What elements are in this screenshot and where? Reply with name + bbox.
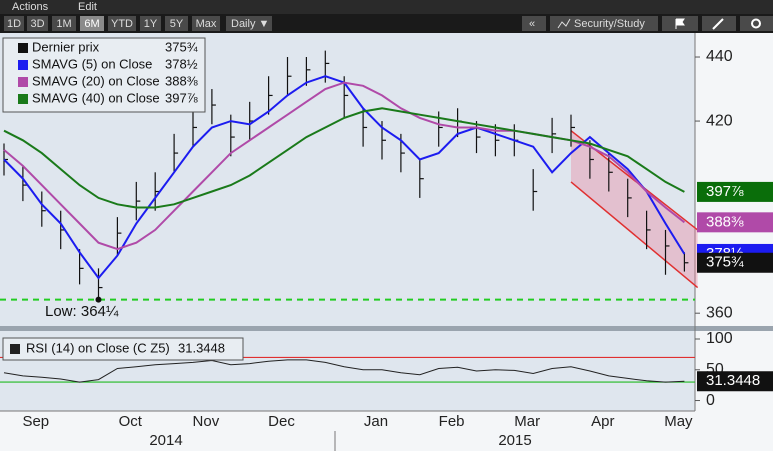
button[interactable] <box>522 16 546 31</box>
y-tick-label: 440 <box>706 48 733 65</box>
range-button[interactable] <box>140 16 161 31</box>
back-button[interactable]: « <box>529 18 535 30</box>
legend-label: SMAVG (40) on Close <box>32 90 160 105</box>
range-button[interactable] <box>192 16 220 31</box>
legend-value: 378½ <box>165 56 198 71</box>
legend <box>2 337 244 361</box>
value-box-label: 375¾ <box>706 254 744 271</box>
range-button[interactable] <box>27 16 48 31</box>
range-label[interactable]: 1D <box>7 18 21 30</box>
legend-swatch <box>18 77 28 87</box>
moving-average <box>3 107 685 209</box>
legend-swatch <box>10 344 20 354</box>
button[interactable] <box>226 16 272 31</box>
rsi-line <box>3 359 685 383</box>
x-tick-label: May <box>664 413 693 430</box>
range-button[interactable] <box>4 16 24 31</box>
x-tick-label: Feb <box>439 413 465 430</box>
study-button[interactable]: Security/Study <box>574 18 645 30</box>
x-tick-label: Nov <box>193 413 220 430</box>
x-tick-label: Dec <box>268 413 295 430</box>
legend-value: 375¾ <box>165 39 198 54</box>
range-label[interactable]: 1Y <box>144 18 158 30</box>
range-label[interactable]: YTD <box>111 18 133 30</box>
button[interactable] <box>550 16 658 31</box>
frequency[interactable]: Daily ▼ <box>231 18 269 30</box>
menu-item[interactable]: Actions <box>12 1 49 13</box>
study-icon <box>557 18 571 29</box>
legend-label: SMAVG (5) on Close <box>32 56 152 71</box>
legend-swatch <box>18 60 28 70</box>
value-box <box>697 212 773 233</box>
year-label: 2014 <box>149 432 182 449</box>
legend-swatch <box>18 94 28 104</box>
value-box-label: 388⅜ <box>706 213 744 230</box>
range-label[interactable]: 3D <box>30 18 44 30</box>
legend-value: 388⅜ <box>165 73 198 88</box>
legend-value: 31.3448 <box>178 340 225 355</box>
range-label[interactable]: 5Y <box>170 18 184 30</box>
x-tick-label: Mar <box>514 413 540 430</box>
value-box-label: 31.3448 <box>706 372 760 389</box>
menu-bar <box>0 0 773 14</box>
edit-icon <box>712 18 724 30</box>
menu-item[interactable]: Edit <box>78 1 97 13</box>
flag-icon <box>675 18 685 29</box>
legend-label: SMAVG (20) on Close <box>32 73 160 88</box>
low-label: Low: 364¼ <box>45 303 119 320</box>
range-button[interactable] <box>108 16 136 31</box>
legend-value: 397⅞ <box>165 90 198 105</box>
range-label[interactable]: 6M <box>84 18 99 30</box>
year-label: 2015 <box>498 432 531 449</box>
legend <box>2 37 206 113</box>
channel-lower <box>570 181 699 289</box>
y-tick-label: 420 <box>706 112 733 129</box>
plot: 360 420 440 Low: 364¼ 378½ 397⅞ 388⅜ 375¾ Dernie… <box>0 37 773 430</box>
range-label[interactable]: Max <box>196 18 217 30</box>
panel-divider <box>0 326 773 331</box>
y-tick-label: 360 <box>706 304 733 321</box>
range-buttons: 1D 3D 1M 6M YTD 1Y 5Y Max <box>4 16 220 31</box>
x-tick-label: Sep <box>22 413 49 430</box>
legend-label: RSI (14) on Close (C Z5) <box>26 340 170 355</box>
y-tick-label: 0 <box>706 392 715 409</box>
x-tick-label: Apr <box>591 413 614 430</box>
button[interactable] <box>740 16 773 31</box>
value-box <box>697 252 773 273</box>
value-box <box>697 371 773 392</box>
range-button[interactable] <box>80 16 104 31</box>
y-tick-label: 100 <box>706 330 733 347</box>
range-button[interactable] <box>165 16 188 31</box>
x-tick-label: Jan <box>364 413 388 430</box>
settings-icon <box>751 18 761 29</box>
x-axis-area <box>0 411 773 451</box>
value-box <box>697 181 773 202</box>
legend-swatch <box>18 43 28 53</box>
range-button[interactable] <box>52 16 76 31</box>
x-tick-label: Oct <box>119 413 143 430</box>
legend-label: Dernier prix <box>32 39 100 54</box>
range-label[interactable]: 1M <box>56 18 71 30</box>
value-box-label: 397⅞ <box>706 183 744 200</box>
